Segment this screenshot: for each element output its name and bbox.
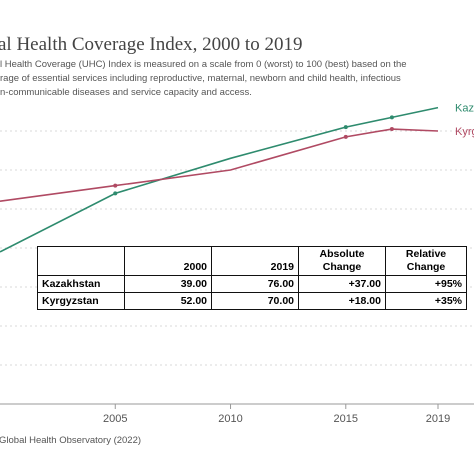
table-cell: +95% xyxy=(385,275,467,293)
subtitle-line: n-communicable diseases and service capa… xyxy=(0,87,252,98)
source-note: Global Health Observatory (2022) xyxy=(0,435,142,446)
table-cell: +35% xyxy=(385,292,467,310)
series-point xyxy=(389,127,394,132)
series-point xyxy=(343,134,348,139)
header-line: Change xyxy=(322,261,362,273)
series-line xyxy=(0,106,439,253)
table-cell: Kyrgyzstan xyxy=(37,292,125,310)
header-line: Change xyxy=(406,261,446,273)
chart-subtitle: l Health Coverage (UHC) Index is measure… xyxy=(0,58,470,100)
x-tick-label: 2005 xyxy=(103,413,127,425)
summary-table: 2000 2019 Absolute Change Relative Chang… xyxy=(37,246,467,310)
table-cell: 70.00 xyxy=(211,292,299,310)
series-point xyxy=(113,191,118,196)
table-cell: 39.00 xyxy=(124,275,212,293)
header-line: Relative xyxy=(405,248,447,260)
x-tick-label: 2019 xyxy=(426,413,450,425)
series-label: Kyrg xyxy=(455,126,474,138)
header-line: Absolute xyxy=(319,248,365,260)
series-point xyxy=(389,115,394,120)
table-header-cell: 2000 xyxy=(124,246,212,276)
x-tick-label: 2015 xyxy=(334,413,358,425)
table-header-row: 2000 2019 Absolute Change Relative Chang… xyxy=(37,246,467,276)
table-header-cell: Absolute Change xyxy=(298,246,386,276)
x-tick-label: 2010 xyxy=(218,413,242,425)
table-cell: +18.00 xyxy=(298,292,386,310)
series-line xyxy=(0,128,439,202)
table-header-cell: Relative Change xyxy=(385,246,467,276)
subtitle-line: l Health Coverage (UHC) Index is measure… xyxy=(0,59,407,70)
table-row: Kazakhstan 39.00 76.00 +37.00 +95% xyxy=(37,275,467,293)
table-cell: Kazakhstan xyxy=(37,275,125,293)
table-cell: 52.00 xyxy=(124,292,212,310)
table-cell: 76.00 xyxy=(211,275,299,293)
chart-title: al Health Coverage Index, 2000 to 2019 xyxy=(0,34,303,55)
subtitle-line: rage of essential services including rep… xyxy=(0,73,401,84)
table-header-cell: 2019 xyxy=(211,246,299,276)
series-point xyxy=(113,183,118,188)
series-point xyxy=(343,125,348,130)
table-header-cell xyxy=(37,246,125,276)
table-cell: +37.00 xyxy=(298,275,386,293)
series-label: Kaza xyxy=(455,103,474,115)
table-row: Kyrgyzstan 52.00 70.00 +18.00 +35% xyxy=(37,292,467,310)
